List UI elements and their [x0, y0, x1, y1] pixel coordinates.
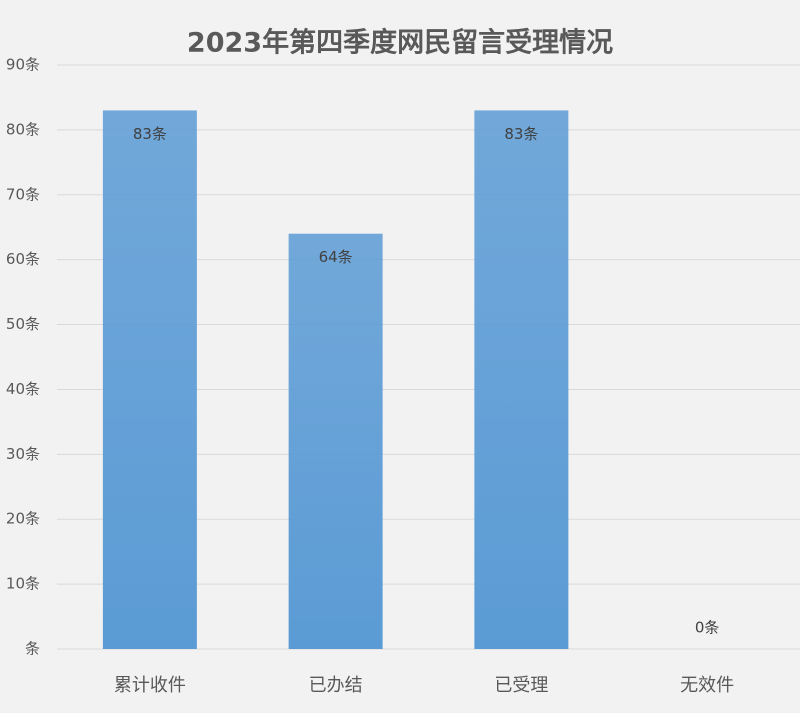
y-tick-label: 80条	[6, 120, 40, 138]
x-tick-label: 累计收件	[114, 675, 186, 696]
value-label: 83条	[133, 125, 167, 143]
y-tick-label: 30条	[6, 445, 40, 463]
y-tick-label: 20条	[6, 510, 40, 528]
y-tick-label: 10条	[6, 575, 40, 593]
bar	[474, 110, 569, 649]
y-tick-label: 90条	[6, 56, 40, 74]
x-tick-label: 无效件	[680, 675, 734, 696]
y-tick-label: 50条	[6, 315, 40, 333]
x-tick-label: 已办结	[309, 675, 363, 696]
y-tick-label: 60条	[6, 250, 40, 268]
bar	[102, 110, 197, 649]
bar	[288, 233, 383, 649]
y-tick-label: 条	[25, 640, 40, 658]
y-tick-label: 70条	[6, 185, 40, 203]
x-tick-label: 已受理	[494, 675, 548, 696]
chart-title: 2023年第四季度网民留言受理情况	[187, 27, 613, 59]
value-label: 0条	[695, 619, 720, 637]
y-tick-label: 40条	[6, 380, 40, 398]
value-label: 83条	[504, 125, 538, 143]
value-label: 64条	[319, 248, 353, 266]
